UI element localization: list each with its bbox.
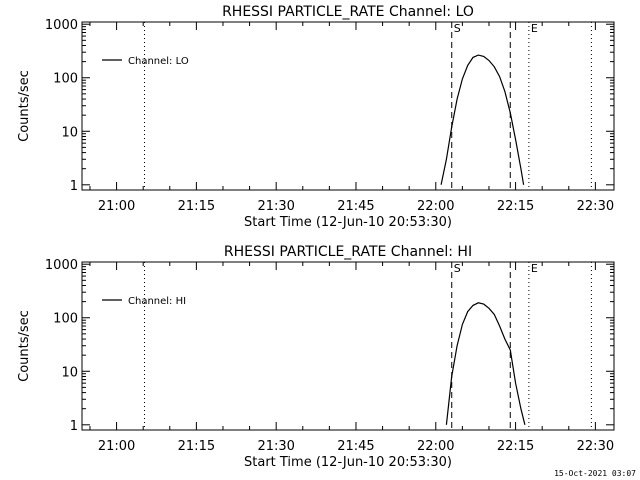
series-line <box>445 302 526 425</box>
chart-title: RHESSI PARTICLE_RATE Channel: LO <box>222 4 474 20</box>
y-tick-label: 100 <box>53 72 78 87</box>
y-tick-label: 100 <box>53 312 78 327</box>
y-tick-label: 1000 <box>45 258 78 273</box>
plot-frame <box>81 261 615 431</box>
plot-frame <box>81 21 615 191</box>
y-tick-label: 1 <box>70 419 78 434</box>
x-tick-label: 22:15 <box>497 439 534 454</box>
x-tick-label: 22:15 <box>497 199 534 214</box>
x-axis-label: Start Time (12-Jun-10 20:53:30) <box>244 455 452 470</box>
x-axis-label: Start Time (12-Jun-10 20:53:30) <box>244 215 452 230</box>
series-line <box>440 54 525 185</box>
y-tick-label: 1000 <box>45 18 78 33</box>
x-tick-label: 21:00 <box>98 199 135 214</box>
marker-label: S <box>454 22 461 35</box>
y-tick-label: 10 <box>61 125 78 140</box>
y-tick-label: 10 <box>61 365 78 380</box>
legend-label: Channel: LO <box>128 56 189 67</box>
marker-label: S <box>454 262 461 275</box>
x-tick-label: 21:15 <box>178 199 215 214</box>
x-tick-label: 21:30 <box>257 439 294 454</box>
x-tick-label: 22:00 <box>417 439 454 454</box>
marker-label: E <box>531 22 538 35</box>
legend-label: Channel: HI <box>128 296 186 307</box>
x-tick-label: 21:30 <box>257 199 294 214</box>
chart-panel-1: RHESSI PARTICLE_RATE Channel: LO 1 10 100 10… <box>17 4 615 230</box>
x-tick-label: 22:30 <box>577 199 614 214</box>
chart-title: RHESSI PARTICLE_RATE Channel: HI <box>224 244 472 260</box>
y-axis-label: Counts/sec <box>17 310 32 382</box>
x-tick-label: 22:30 <box>577 439 614 454</box>
chart-panel-2: RHESSI PARTICLE_RATE Channel: HI 1 10 100 10… <box>17 244 615 470</box>
y-tick-label: 1 <box>70 179 78 194</box>
x-tick-label: 21:45 <box>337 439 374 454</box>
x-tick-label: 21:45 <box>337 199 374 214</box>
marker-label: E <box>531 262 538 275</box>
x-tick-label: 21:15 <box>178 439 215 454</box>
y-axis-label: Counts/sec <box>17 70 32 142</box>
x-tick-label: 22:00 <box>417 199 454 214</box>
generation-timestamp: 15-Oct-2021 03:07 <box>554 469 636 478</box>
x-tick-label: 21:00 <box>98 439 135 454</box>
